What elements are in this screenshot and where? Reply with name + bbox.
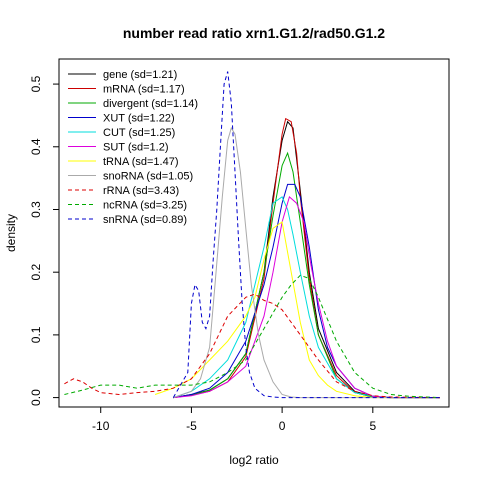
- chart-title: number read ratio xrn1.G1.2/rad50.G1.2: [123, 25, 385, 41]
- legend-label: divergent (sd=1.14): [103, 98, 198, 110]
- series-line-5: [173, 196, 440, 399]
- y-axis: 0.0 0.1 0.2 0.3 0.4 0.5: [29, 75, 60, 406]
- legend-label: rRNA (sd=3.43): [103, 185, 179, 197]
- y-tick-label: 0.2: [29, 264, 43, 281]
- legend-label: SUT (sd=1.2): [103, 142, 169, 154]
- y-tick-label: 0.5: [29, 75, 43, 92]
- y-tick-label: 0.3: [29, 201, 43, 218]
- series-line-7: [173, 126, 440, 399]
- y-axis-label: density: [4, 214, 18, 252]
- series-layer: [64, 71, 440, 399]
- legend-label: CUT (sd=1.25): [103, 127, 175, 139]
- y-tick-label: 0.0: [29, 389, 43, 406]
- legend-label: snRNA (sd=0.89): [103, 214, 187, 226]
- series-line-8: [64, 293, 440, 399]
- x-tick-label: -10: [92, 419, 110, 433]
- legend-label: XUT (sd=1.22): [103, 113, 175, 125]
- series-line-9: [64, 274, 440, 399]
- legend-label: ncRNA (sd=3.25): [103, 200, 187, 212]
- legend-label: gene (sd=1.21): [103, 69, 177, 81]
- x-axis-label: log2 ratio: [229, 453, 279, 467]
- x-tick-label: -5: [186, 419, 197, 433]
- y-tick-label: 0.1: [29, 326, 43, 343]
- legend-label: mRNA (sd=1.17): [103, 84, 185, 96]
- series-line-4: [173, 196, 440, 399]
- y-tick-label: 0.4: [29, 138, 43, 155]
- series-line-6: [154, 221, 440, 399]
- legend-label: tRNA (sd=1.47): [103, 156, 179, 168]
- legend-label: snoRNA (sd=1.05): [103, 171, 193, 183]
- x-tick-label: 0: [279, 419, 286, 433]
- x-tick-label: 5: [369, 419, 376, 433]
- x-axis: -10 -5 0 5: [92, 406, 376, 433]
- legend: gene (sd=1.21) mRNA (sd=1.17) divergent (s…: [68, 69, 198, 226]
- series-line-10: [172, 71, 440, 399]
